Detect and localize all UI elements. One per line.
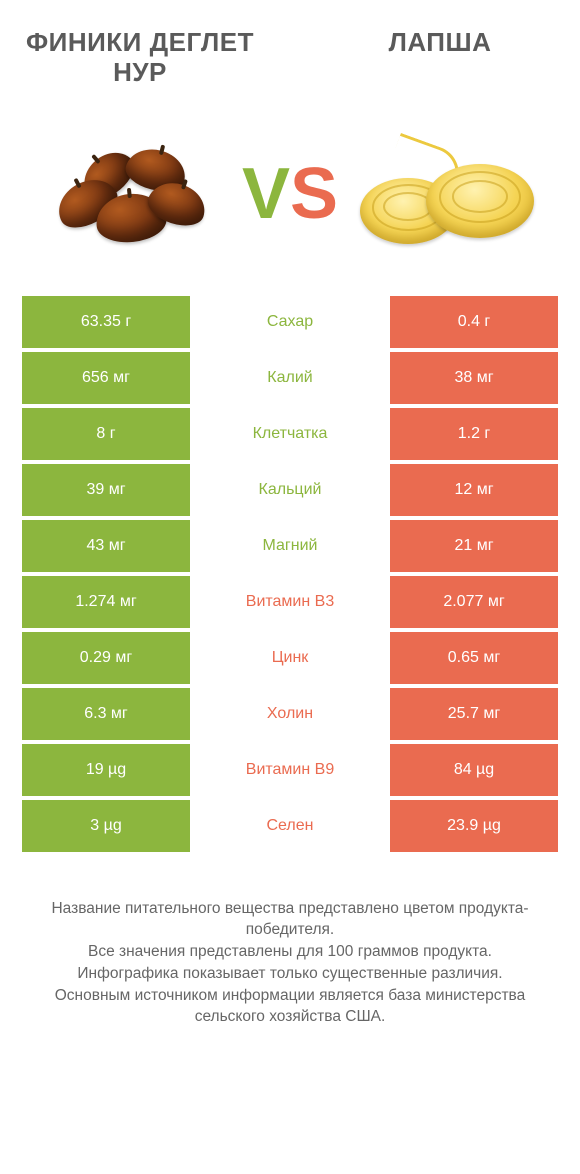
cell-left-value: 1.274 мг xyxy=(22,576,190,628)
cell-left-value: 3 µg xyxy=(22,800,190,852)
cell-nutrient-label: Магний xyxy=(190,520,390,572)
table-row: 6.3 мгХолин25.7 мг xyxy=(22,688,558,740)
title-right: ЛАПША xyxy=(320,28,560,58)
vs-label: VS xyxy=(236,158,344,230)
image-noodles xyxy=(354,124,539,264)
cell-left-value: 43 мг xyxy=(22,520,190,572)
cell-right-value: 0.65 мг xyxy=(390,632,558,684)
hero: VS xyxy=(0,88,580,296)
table-row: 656 мгКалий38 мг xyxy=(22,352,558,404)
footer-line: Название питательного вещества представл… xyxy=(30,898,550,941)
footer-line: Инфографика показывает только существенн… xyxy=(30,963,550,985)
cell-nutrient-label: Витамин B9 xyxy=(190,744,390,796)
cell-left-value: 6.3 мг xyxy=(22,688,190,740)
cell-nutrient-label: Клетчатка xyxy=(190,408,390,460)
cell-right-value: 38 мг xyxy=(390,352,558,404)
cell-left-value: 0.29 мг xyxy=(22,632,190,684)
cell-right-value: 23.9 µg xyxy=(390,800,558,852)
table-row: 39 мгКальций12 мг xyxy=(22,464,558,516)
title-left: ФИНИКИ ДЕГЛЕТ НУР xyxy=(20,28,260,88)
cell-nutrient-label: Холин xyxy=(190,688,390,740)
cell-right-value: 25.7 мг xyxy=(390,688,558,740)
comparison-table: 63.35 гСахар0.4 г656 мгКалий38 мг8 гКлет… xyxy=(0,296,580,852)
cell-nutrient-label: Кальций xyxy=(190,464,390,516)
cell-right-value: 1.2 г xyxy=(390,408,558,460)
cell-left-value: 8 г xyxy=(22,408,190,460)
table-row: 1.274 мгВитамин B32.077 мг xyxy=(22,576,558,628)
table-row: 8 гКлетчатка1.2 г xyxy=(22,408,558,460)
table-row: 3 µgСелен23.9 µg xyxy=(22,800,558,852)
table-row: 43 мгМагний21 мг xyxy=(22,520,558,572)
cell-right-value: 0.4 г xyxy=(390,296,558,348)
table-row: 0.29 мгЦинк0.65 мг xyxy=(22,632,558,684)
cell-left-value: 63.35 г xyxy=(22,296,190,348)
cell-nutrient-label: Витамин B3 xyxy=(190,576,390,628)
cell-nutrient-label: Калий xyxy=(190,352,390,404)
image-dates xyxy=(41,124,226,264)
table-row: 19 µgВитамин B984 µg xyxy=(22,744,558,796)
cell-nutrient-label: Селен xyxy=(190,800,390,852)
cell-nutrient-label: Цинк xyxy=(190,632,390,684)
header: ФИНИКИ ДЕГЛЕТ НУР ЛАПША xyxy=(0,0,580,88)
vs-v: V xyxy=(242,158,290,230)
cell-right-value: 12 мг xyxy=(390,464,558,516)
cell-right-value: 21 мг xyxy=(390,520,558,572)
vs-s: S xyxy=(290,158,338,230)
cell-right-value: 84 µg xyxy=(390,744,558,796)
footer-note: Название питательного вещества представл… xyxy=(0,856,580,1028)
cell-left-value: 39 мг xyxy=(22,464,190,516)
cell-right-value: 2.077 мг xyxy=(390,576,558,628)
footer-line: Основным источником информации является … xyxy=(30,985,550,1028)
cell-left-value: 656 мг xyxy=(22,352,190,404)
table-row: 63.35 гСахар0.4 г xyxy=(22,296,558,348)
footer-line: Все значения представлены для 100 граммо… xyxy=(30,941,550,963)
cell-left-value: 19 µg xyxy=(22,744,190,796)
cell-nutrient-label: Сахар xyxy=(190,296,390,348)
